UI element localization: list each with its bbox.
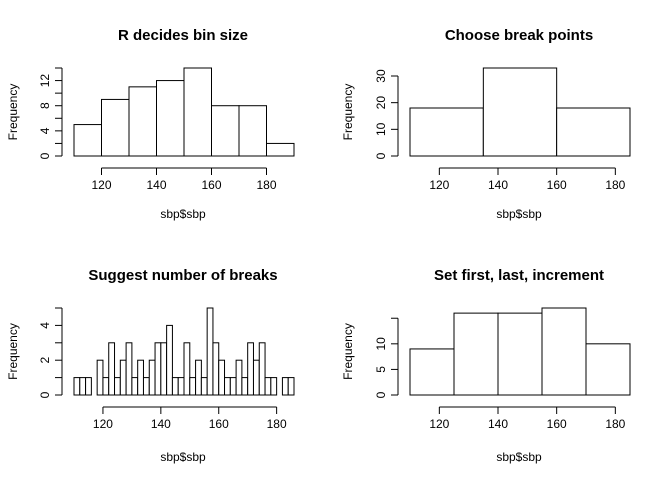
histogram-bar: [125, 342, 133, 396]
y-tick-label: 30: [374, 69, 388, 83]
histogram-bar: [96, 359, 104, 396]
y-tick-label: 8: [38, 102, 52, 109]
histogram-bar: [102, 377, 110, 396]
x-tick-label: 140: [146, 178, 166, 192]
y-tick-label: 10: [374, 122, 388, 136]
histogram-bar: [585, 343, 631, 396]
histogram-bar: [409, 107, 484, 157]
x-axis-label: sbp$sbp: [160, 207, 206, 221]
histogram-bar: [212, 342, 220, 396]
histogram-panel-1: R decides bin size 120 140 160 180 0 4 8 12 sbp$s…: [6, 27, 295, 221]
x-tick-label: 160: [209, 417, 229, 431]
y-tick-label: 12: [38, 74, 52, 88]
histogram-panel-2: Choose break points 120 140 160 180 0 10 20 30 sb…: [341, 27, 631, 221]
histogram-panel-4: Set first, last, increment 120 140 160 180 0 5…: [341, 267, 631, 464]
y-axis-label: Frequency: [6, 323, 20, 380]
x-tick-label: 160: [547, 178, 567, 192]
histogram-bar: [166, 324, 173, 396]
histogram-bar: [108, 342, 116, 396]
histogram-bar: [189, 377, 197, 396]
y-tick-label: 0: [38, 391, 52, 398]
histogram-bar: [119, 359, 127, 396]
histogram-bar: [148, 359, 156, 396]
histogram-panel-3: Suggest number of breaks 120 140 160 180 0 2 4 s…: [6, 267, 295, 464]
histogram-bar: [183, 67, 212, 157]
y-tick-label: 0: [38, 152, 52, 159]
histogram-bar: [266, 142, 295, 157]
y-axis-label: Frequency: [6, 84, 20, 141]
histogram-bar: [101, 98, 130, 157]
histogram-bar: [114, 377, 121, 396]
histogram-bar: [252, 359, 260, 396]
x-tick-label: 120: [429, 417, 449, 431]
histogram-bar: [453, 312, 499, 396]
x-tick-label: 180: [256, 178, 276, 192]
histogram-bar: [128, 86, 157, 157]
histogram-bar: [195, 359, 202, 396]
x-tick-label: 180: [267, 417, 287, 431]
x-axis-label: sbp$sbp: [160, 450, 206, 464]
histogram-bar: [85, 377, 92, 396]
histogram-bar: [247, 342, 254, 396]
x-tick-label: 140: [151, 417, 171, 431]
histogram-bar: [79, 377, 87, 396]
y-tick-label: 4: [38, 322, 52, 329]
histogram-bar: [218, 359, 226, 396]
histogram-bar: [264, 377, 272, 396]
y-axis-label: Frequency: [341, 84, 355, 141]
histogram-bar: [142, 377, 150, 396]
y-tick-label: 5: [374, 366, 388, 373]
histogram-bar: [154, 342, 162, 396]
histogram-bar: [270, 377, 278, 396]
x-axis-label: sbp$sbp: [496, 207, 542, 221]
y-tick-label: 10: [374, 337, 388, 351]
y-tick-label: 4: [38, 127, 52, 134]
histogram-bar: [541, 307, 587, 396]
histogram-bar: [200, 377, 208, 396]
y-tick-label: 0: [374, 152, 388, 159]
histogram-bar: [156, 80, 185, 157]
histogram-bar: [211, 105, 240, 157]
x-tick-label: 180: [605, 178, 625, 192]
x-tick-label: 140: [488, 417, 508, 431]
y-tick-label: 0: [374, 391, 388, 398]
histogram-bar: [177, 377, 185, 396]
chart-title: Suggest number of breaks: [88, 267, 277, 284]
x-tick-label: 120: [91, 178, 111, 192]
histogram-bar: [281, 377, 289, 396]
x-tick-label: 180: [605, 417, 625, 431]
x-tick-label: 160: [547, 417, 567, 431]
histogram-bar: [409, 348, 455, 396]
histogram-bar: [482, 67, 558, 157]
histogram-bar: [229, 377, 237, 396]
histogram-bar: [160, 342, 168, 396]
histogram-bar: [137, 359, 144, 396]
histogram-bar: [287, 377, 295, 396]
histogram-bar: [497, 312, 543, 396]
x-tick-label: 120: [93, 417, 113, 431]
histogram-bar: [224, 377, 231, 396]
chart-title: R decides bin size: [118, 27, 248, 44]
x-tick-label: 120: [429, 178, 449, 192]
x-axis-label: sbp$sbp: [496, 450, 542, 464]
histogram-bar: [258, 342, 266, 396]
x-tick-label: 140: [488, 178, 508, 192]
histogram-bar: [206, 307, 214, 396]
histogram-bar: [73, 124, 102, 157]
histogram-bar: [73, 377, 81, 396]
histogram-bar: [131, 377, 139, 396]
histogram-bar: [235, 359, 243, 396]
histogram-bar: [241, 377, 249, 396]
chart-title: Choose break points: [445, 27, 593, 44]
histogram-bar: [183, 342, 191, 396]
y-tick-label: 2: [38, 357, 52, 364]
chart-title: Set first, last, increment: [434, 267, 604, 284]
x-tick-label: 160: [201, 178, 221, 192]
y-axis-label: Frequency: [341, 323, 355, 380]
histogram-bar: [556, 107, 631, 157]
histogram-bar: [171, 377, 179, 396]
y-tick-label: 20: [374, 96, 388, 110]
histogram-bar: [238, 105, 267, 157]
